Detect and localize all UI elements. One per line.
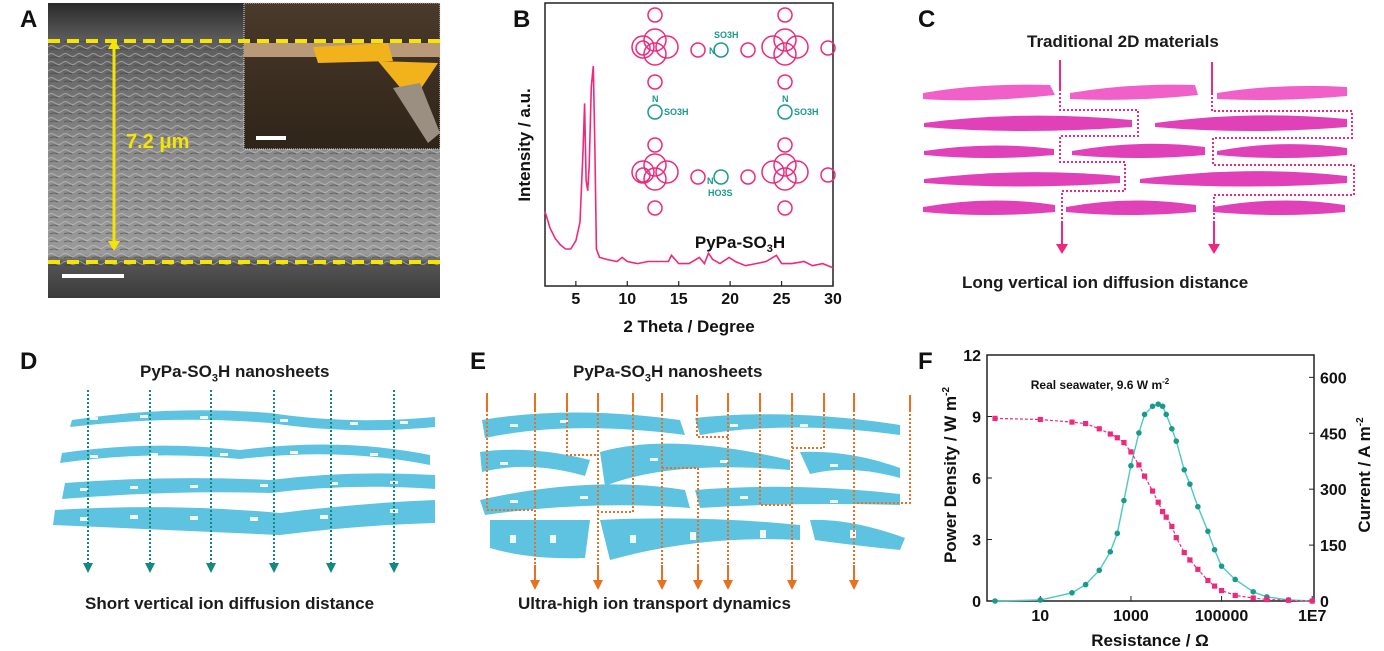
svg-text:N: N [652, 94, 659, 104]
svg-text:3: 3 [972, 533, 981, 550]
svg-text:SO3H: SO3H [794, 107, 819, 117]
svg-text:Real seawater, 9.6 W m-2: Real seawater, 9.6 W m-2 [1031, 377, 1170, 392]
svg-text:12: 12 [963, 348, 981, 365]
svg-text:HO3S: HO3S [708, 188, 733, 198]
svg-text:Resistance / Ω: Resistance / Ω [1091, 631, 1209, 650]
svg-text:15: 15 [670, 291, 688, 308]
svg-text:25: 25 [773, 291, 791, 308]
svg-text:9: 9 [972, 410, 981, 427]
svg-text:1000: 1000 [1113, 608, 1149, 625]
panel-b-molecule-structure [631, 7, 836, 216]
panel-b-xrd-chart: 5 10 15 20 25 30 2 Theta / Degree Intensity /… [515, 2, 842, 336]
panel-d-diagram [53, 390, 435, 573]
svg-text:N: N [782, 94, 789, 104]
svg-text:0: 0 [972, 594, 981, 611]
panel-b-compound-label: PyPa-SO3H [695, 233, 785, 255]
svg-text:10: 10 [1031, 608, 1049, 625]
panel-c-letter: C [918, 6, 936, 33]
svg-text:100000: 100000 [1195, 608, 1248, 625]
panel-a-inset-photo [243, 2, 441, 150]
panel-e-letter: E [470, 348, 487, 375]
svg-text:300: 300 [1320, 482, 1347, 499]
panel-a-letter: A [20, 6, 38, 33]
svg-text:1E7: 1E7 [1298, 608, 1327, 625]
svg-text:150: 150 [1320, 538, 1347, 555]
svg-text:N: N [707, 176, 714, 186]
panel-c-title: Traditional 2D materials [1027, 32, 1219, 51]
svg-text:SO3H: SO3H [664, 107, 689, 117]
svg-text:600: 600 [1320, 370, 1347, 387]
panel-a-thickness-label: 7.2 μm [126, 131, 189, 153]
panel-f-letter: F [918, 348, 933, 375]
panel-b-letter: B [513, 6, 531, 33]
panel-e-diagram [480, 393, 911, 590]
svg-text:Power Density / W m-2: Power Density / W m-2 [941, 387, 960, 564]
panel-d-caption: Short vertical ion diffusion distance [85, 594, 375, 613]
svg-text:N: N [709, 46, 716, 56]
panel-b-linker-groups [647, 42, 793, 185]
svg-text:0: 0 [1320, 594, 1329, 611]
panel-f-power-density-chart: 0 3 6 9 12 0 150 300 450 600 10 1000 100000 1E7 Real … [941, 348, 1374, 650]
svg-text:Current / A m-2: Current / A m-2 [1355, 417, 1374, 533]
panel-c-caption: Long vertical ion diffusion distance [962, 273, 1249, 292]
panel-d-title: PyPa-SO3H nanosheets [140, 362, 330, 385]
svg-text:450: 450 [1320, 426, 1347, 443]
svg-text:6: 6 [972, 471, 981, 488]
panel-d-letter: D [20, 348, 38, 375]
panel-e-title: PyPa-SO3H nanosheets [573, 362, 763, 385]
svg-text:20: 20 [721, 291, 739, 308]
panel-c-diagram [923, 60, 1355, 254]
svg-text:Intensity / a.u.: Intensity / a.u. [515, 88, 534, 201]
panel-e-caption: Ultra-high ion transport dynamics [518, 594, 791, 613]
panel-a-sem-image: 7.2 μm [48, 2, 441, 298]
svg-text:SO3H: SO3H [714, 30, 739, 40]
svg-text:5: 5 [571, 291, 580, 308]
svg-text:2 Theta / Degree: 2 Theta / Degree [623, 317, 754, 336]
svg-text:30: 30 [824, 291, 842, 308]
svg-text:10: 10 [618, 291, 636, 308]
